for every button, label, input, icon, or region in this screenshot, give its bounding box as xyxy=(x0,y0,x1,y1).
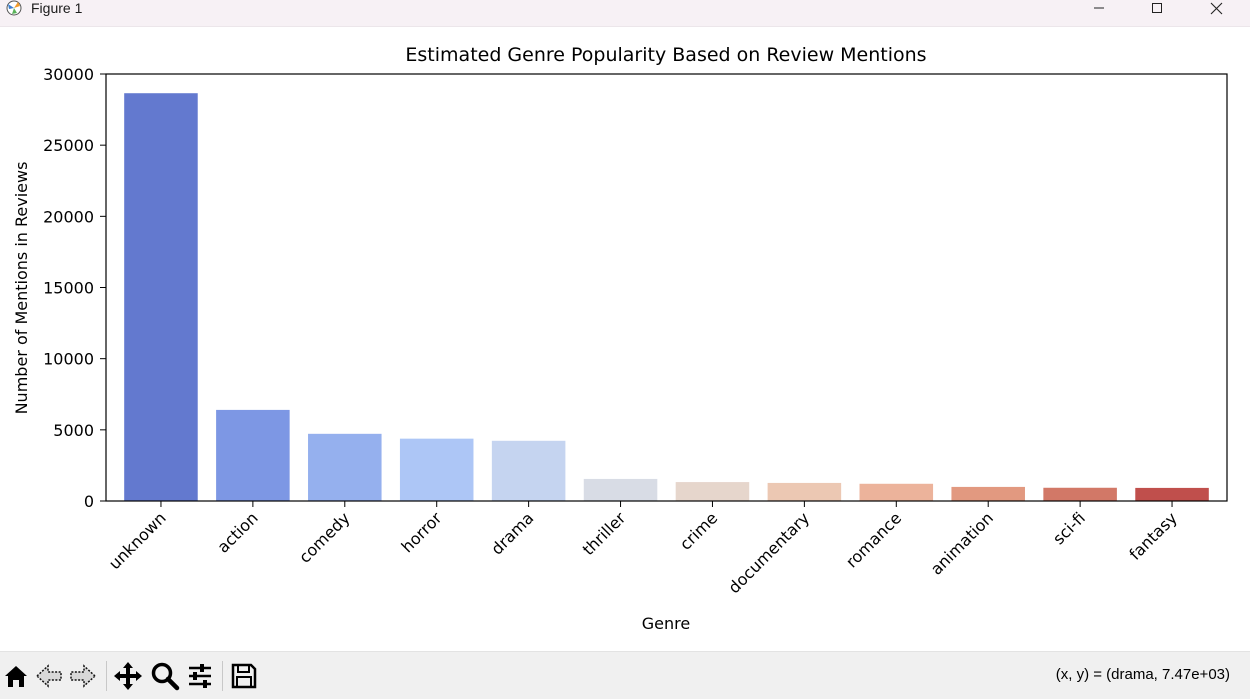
y-tick-label: 25000 xyxy=(43,136,94,155)
bar-crime xyxy=(675,482,750,501)
zoom-button[interactable] xyxy=(149,660,181,692)
back-button[interactable] xyxy=(33,660,65,692)
bar-unknown xyxy=(124,93,198,501)
save-button[interactable] xyxy=(228,660,260,692)
y-tick-label: 5000 xyxy=(53,421,94,440)
save-icon xyxy=(231,663,257,689)
chart-title: Estimated Genre Popularity Based on Revi… xyxy=(405,44,926,66)
bar-action xyxy=(216,409,290,501)
pan-icon xyxy=(114,662,142,690)
toolbar-separator xyxy=(106,661,107,691)
configure-subplots-icon xyxy=(189,664,211,688)
zoom-icon xyxy=(151,662,180,691)
forward-button[interactable] xyxy=(67,660,99,692)
bars-layer xyxy=(124,93,1209,501)
bar-horror xyxy=(399,438,474,501)
x-tick-label: documentary xyxy=(724,508,813,597)
x-tick-label: drama xyxy=(487,508,537,558)
window-title: Figure 1 xyxy=(31,0,83,16)
y-tick-label: 0 xyxy=(84,492,94,511)
bar-fantasy xyxy=(1135,487,1209,501)
cursor-coordinates: (x, y) = (drama, 7.47e+03) xyxy=(1055,666,1230,683)
plot-frame xyxy=(105,73,1228,502)
x-tick-label: fantasy xyxy=(1125,508,1180,563)
minimize-button[interactable] xyxy=(1076,0,1122,16)
x-tick-label: romance xyxy=(842,508,905,571)
y-tick-label: 30000 xyxy=(43,65,94,84)
minimize-icon xyxy=(1094,7,1104,9)
y-tick-label: 10000 xyxy=(43,350,94,369)
bar-animation xyxy=(951,486,1025,501)
home-button[interactable] xyxy=(0,660,32,692)
maximize-button[interactable] xyxy=(1134,0,1180,16)
figure-canvas xyxy=(0,27,1250,651)
x-tick-label: horror xyxy=(398,508,446,556)
x-tick-label: thriller xyxy=(579,508,630,559)
home-icon xyxy=(5,666,27,687)
pan-button[interactable] xyxy=(112,660,144,692)
close-button[interactable] xyxy=(1193,0,1239,16)
bar-drama xyxy=(491,440,566,501)
x-tick-label: crime xyxy=(676,508,721,553)
x-axis: unknown action comedy horror drama thriller cr… xyxy=(105,501,1181,597)
bar-thriller xyxy=(583,478,658,501)
y-axis: 0 5000 10000 15000 20000 25000 30000 xyxy=(43,65,106,511)
bar-sci-fi xyxy=(1043,487,1117,501)
y-tick-label: 20000 xyxy=(43,207,94,226)
close-icon xyxy=(1210,2,1222,14)
maximize-icon xyxy=(1152,3,1162,13)
window-title-bar: Figure 1 xyxy=(0,0,1250,27)
x-tick-label: sci-fi xyxy=(1049,508,1089,548)
y-axis-label: Number of Mentions in Reviews xyxy=(12,162,31,415)
bar-romance xyxy=(859,483,934,501)
bar-chart: Estimated Genre Popularity Based on Revi… xyxy=(12,44,1228,633)
x-tick-label: animation xyxy=(927,508,997,578)
x-tick-label: comedy xyxy=(295,508,353,566)
configure-subplots-button[interactable] xyxy=(184,660,216,692)
back-arrow-icon xyxy=(35,664,62,688)
x-tick-label: unknown xyxy=(105,508,170,573)
navigation-toolbar: (x, y) = (drama, 7.47e+03) xyxy=(0,651,1250,699)
matplotlib-icon xyxy=(6,0,22,16)
bar-comedy xyxy=(308,433,382,501)
y-tick-label: 15000 xyxy=(43,279,94,298)
x-tick-label: action xyxy=(213,508,261,556)
x-axis-label: Genre xyxy=(642,614,690,633)
forward-arrow-icon xyxy=(70,664,97,688)
toolbar-separator xyxy=(222,661,223,691)
bar-documentary xyxy=(767,482,842,501)
